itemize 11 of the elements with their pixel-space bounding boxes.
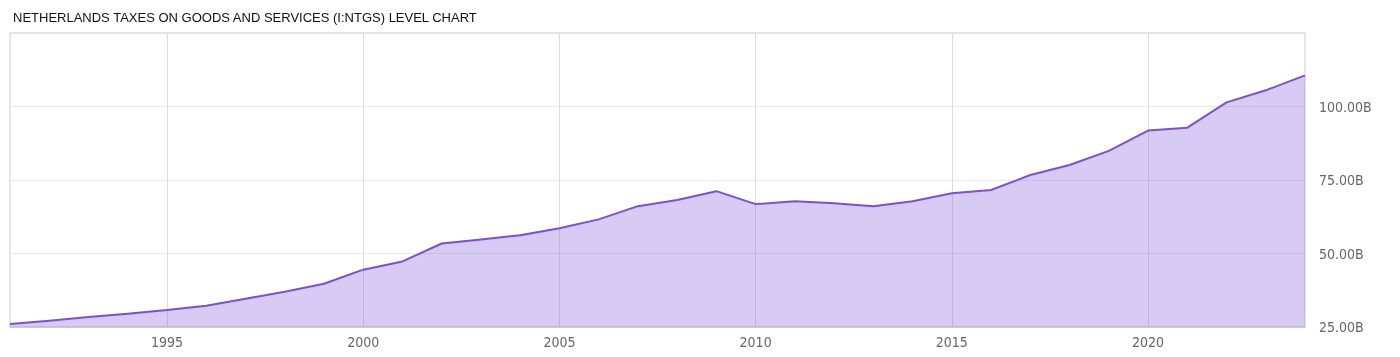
x-tick-label: 2015 xyxy=(935,334,968,350)
chart-title: NETHERLANDS TAXES ON GOODS AND SERVICES (I:NTGS) LEVEL CHART xyxy=(13,10,477,25)
y-tick-label: 50.00B xyxy=(1319,245,1364,262)
x-tick-label: 2005 xyxy=(543,334,576,350)
x-tick-label: 2010 xyxy=(739,334,772,350)
y-tick-label: 25.00B xyxy=(1319,319,1364,335)
x-tick-label: 2020 xyxy=(1132,334,1165,350)
y-tick-label: 75.00B xyxy=(1319,172,1364,188)
y-tick-label: 100.00B xyxy=(1319,98,1372,115)
x-tick-label: 1995 xyxy=(150,334,183,350)
x-tick-label: 2000 xyxy=(347,334,380,350)
